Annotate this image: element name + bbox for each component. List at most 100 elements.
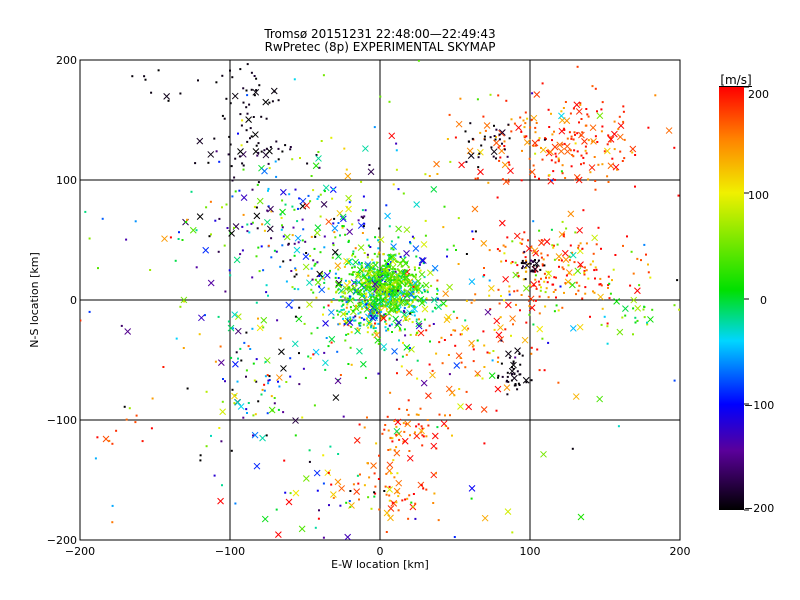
data-point-dot bbox=[253, 75, 256, 77]
data-point-dot bbox=[337, 288, 340, 291]
data-point-dot bbox=[381, 432, 384, 435]
data-point-dot bbox=[213, 474, 216, 477]
data-point-dot bbox=[385, 268, 388, 270]
data-point-dot bbox=[511, 261, 514, 263]
data-point-dot bbox=[425, 297, 428, 300]
data-point-cross bbox=[616, 328, 624, 336]
data-point-dot bbox=[547, 296, 550, 299]
data-point-dot bbox=[519, 363, 522, 366]
data-point-cross bbox=[392, 315, 400, 323]
data-point-dot bbox=[513, 372, 516, 375]
data-point-dot bbox=[361, 300, 364, 302]
data-point-cross bbox=[251, 431, 259, 439]
data-point-dot bbox=[415, 318, 418, 321]
data-point-cross bbox=[207, 151, 215, 158]
data-point-dot bbox=[539, 268, 542, 271]
data-point-dot bbox=[264, 360, 267, 363]
data-point-dot bbox=[392, 271, 394, 274]
data-point-dot bbox=[432, 502, 435, 504]
data-point-dot bbox=[267, 379, 270, 382]
data-point-dot bbox=[520, 294, 523, 296]
data-point-dot bbox=[395, 142, 398, 145]
data-point-cross bbox=[102, 435, 110, 443]
data-point-cross bbox=[497, 324, 504, 331]
data-point-dot bbox=[350, 363, 353, 366]
data-point-dot bbox=[403, 430, 406, 433]
data-point-dot bbox=[361, 274, 364, 277]
data-point-dot bbox=[368, 323, 371, 326]
data-point-dot bbox=[310, 267, 313, 270]
data-point-dot bbox=[374, 485, 377, 488]
data-point-dot bbox=[411, 300, 414, 303]
data-point-cross bbox=[356, 266, 364, 274]
data-point-dot bbox=[495, 157, 497, 160]
data-point-dot bbox=[383, 272, 386, 275]
data-point-dot bbox=[398, 269, 400, 272]
data-point-dot bbox=[351, 273, 354, 276]
data-point-dot bbox=[400, 265, 403, 268]
data-point-dot bbox=[377, 342, 380, 345]
data-point-dot bbox=[395, 501, 398, 504]
data-point-cross bbox=[574, 267, 582, 275]
data-point-dot bbox=[404, 303, 407, 306]
data-point-cross bbox=[425, 392, 432, 400]
data-point-dot bbox=[587, 178, 590, 181]
data-point-dot bbox=[595, 268, 598, 271]
data-point-dot bbox=[351, 298, 354, 301]
data-point-cross bbox=[417, 329, 425, 337]
data-point-dot bbox=[386, 294, 389, 297]
data-point-dot bbox=[537, 280, 540, 283]
data-point-dot bbox=[312, 353, 315, 356]
data-point-dot bbox=[447, 427, 450, 430]
data-point-cross bbox=[391, 348, 398, 355]
colorbar-tick-label: 100 bbox=[748, 189, 769, 202]
data-point-dot bbox=[220, 440, 223, 443]
data-point-cross bbox=[402, 260, 409, 267]
data-point-dot bbox=[316, 198, 319, 200]
data-point-cross bbox=[232, 360, 239, 368]
data-point-dot bbox=[515, 303, 517, 306]
data-point-dot bbox=[344, 296, 347, 299]
data-point-dot bbox=[393, 420, 396, 422]
data-point-cross bbox=[189, 226, 197, 234]
data-point-dot bbox=[547, 108, 550, 111]
data-point-dot bbox=[380, 309, 383, 312]
data-point-dot bbox=[186, 218, 189, 221]
data-point-dot bbox=[567, 264, 570, 267]
data-point-dot bbox=[186, 387, 189, 390]
data-point-dot bbox=[401, 499, 404, 502]
data-point-dot bbox=[599, 277, 602, 280]
data-point-dot bbox=[522, 278, 525, 281]
data-point-cross bbox=[231, 311, 239, 319]
data-point-dot bbox=[530, 352, 533, 355]
data-point-dot bbox=[293, 208, 296, 211]
data-point-dot bbox=[384, 290, 387, 293]
data-point-dot bbox=[332, 298, 335, 300]
data-point-dot bbox=[583, 270, 586, 272]
data-point-dot bbox=[144, 78, 147, 81]
data-point-cross bbox=[533, 91, 541, 98]
data-point-dot bbox=[120, 324, 123, 327]
data-point-dot bbox=[388, 265, 391, 268]
data-point-cross bbox=[616, 133, 624, 141]
data-point-dot bbox=[347, 241, 350, 243]
data-point-cross bbox=[294, 234, 302, 242]
data-point-dot bbox=[503, 140, 506, 143]
data-point-dot bbox=[405, 423, 408, 426]
data-point-cross bbox=[261, 167, 268, 175]
data-point-dot bbox=[228, 135, 231, 138]
data-point-dot bbox=[369, 285, 372, 288]
tick-marks bbox=[79, 59, 681, 541]
data-point-dot bbox=[518, 353, 521, 355]
data-point-dot bbox=[255, 89, 258, 92]
data-point-dot bbox=[291, 299, 294, 302]
data-point-dot bbox=[586, 113, 589, 116]
data-point-dot bbox=[613, 148, 616, 151]
data-point-dot bbox=[363, 252, 366, 254]
data-point-dot bbox=[366, 300, 369, 303]
data-point-dot bbox=[457, 263, 460, 265]
data-point-dot bbox=[380, 305, 383, 307]
data-point-dot bbox=[607, 284, 610, 286]
data-point-dot bbox=[246, 63, 249, 66]
data-point-cross bbox=[540, 450, 547, 458]
